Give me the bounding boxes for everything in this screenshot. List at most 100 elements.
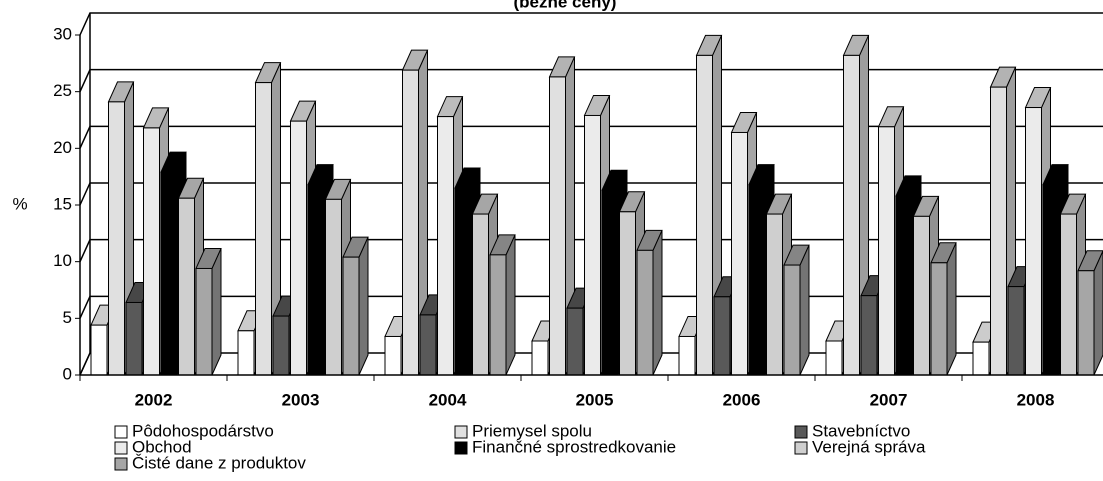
legend-swatch: [794, 441, 808, 455]
legend-swatch: [114, 457, 128, 471]
bar-front: [143, 127, 160, 376]
legend-label: Čisté dane z produktov: [132, 453, 306, 472]
bar: [1077, 250, 1103, 376]
bar-front: [566, 307, 584, 376]
bar-front: [766, 213, 783, 376]
bar: [401, 49, 429, 376]
legend-label: Finančné sprostredkovanie: [472, 437, 676, 456]
bar-front: [930, 262, 948, 376]
bar-front: [402, 69, 419, 376]
bar-front: [178, 197, 195, 376]
x-tick-label: 2008: [1017, 390, 1055, 409]
chart-title: (bežné ceny): [514, 0, 617, 11]
x-tick-label: 2002: [135, 390, 173, 409]
bar: [636, 229, 663, 376]
x-tick-label: 2003: [282, 390, 320, 409]
bar-front: [584, 114, 601, 376]
x-tick-label: 2006: [723, 390, 761, 409]
grid-line: [79, 68, 1103, 92]
x-tick-label: 2004: [429, 390, 467, 409]
bar-front: [290, 120, 307, 376]
legend-label: Verejná správa: [812, 437, 926, 456]
grid-line: [79, 125, 1103, 149]
legend-swatch: [114, 441, 128, 455]
bar-front: [860, 295, 878, 376]
y-tick-label: 5: [63, 308, 72, 327]
bar-front: [342, 256, 360, 376]
bar: [765, 193, 793, 376]
bar-front: [1077, 270, 1095, 376]
bar-side: [652, 230, 663, 376]
legend-swatch: [454, 441, 468, 455]
bar-front: [783, 264, 801, 376]
grid-line: [79, 12, 1103, 36]
bar-front: [601, 189, 619, 376]
legend-label: Pôdohospodárstvo: [132, 421, 274, 440]
bar-front: [636, 249, 654, 376]
grid-line: [79, 182, 1103, 206]
bar-side: [946, 242, 957, 376]
bar-front: [549, 76, 566, 376]
y-tick-label: 10: [53, 251, 72, 270]
bar-front: [913, 215, 930, 376]
bar: [195, 247, 222, 376]
bar-front: [825, 340, 843, 376]
bar-front: [325, 198, 342, 376]
bar-front: [454, 187, 472, 376]
bar-front: [696, 54, 713, 376]
bar-front: [125, 301, 143, 376]
bar-front: [843, 54, 860, 376]
x-tick-label: 2005: [576, 390, 614, 409]
legend-label: Stavebníctvo: [812, 421, 910, 440]
bar-front: [531, 340, 549, 376]
bar-side: [505, 234, 516, 376]
bar-front: [895, 195, 913, 376]
y-tick-label: 25: [53, 81, 72, 100]
legend-swatch: [454, 425, 468, 439]
bar-front: [255, 82, 272, 376]
bar-front: [619, 211, 636, 376]
bar-front: [90, 324, 108, 376]
legend-label: Obchod: [132, 437, 192, 456]
legend-label: Priemysel spolu: [472, 421, 592, 440]
bar: [342, 236, 369, 376]
bar-front: [1007, 286, 1025, 376]
bar-front: [195, 267, 213, 376]
bar-front: [731, 131, 748, 376]
bar: [489, 234, 516, 376]
y-tick-label: 0: [63, 364, 72, 383]
y-tick-label: 15: [53, 194, 72, 213]
bar: [254, 62, 282, 376]
bar: [930, 242, 957, 376]
bar-side: [211, 248, 222, 376]
bar-front: [713, 296, 731, 376]
bar-front: [1042, 184, 1060, 376]
bar-front: [1060, 213, 1077, 376]
bar-front: [272, 315, 290, 376]
bar-side: [1093, 250, 1103, 376]
bar: [783, 244, 810, 376]
bar-side: [358, 236, 369, 376]
x-tick-label: 2007: [870, 390, 908, 409]
bar-front: [990, 86, 1007, 376]
bar-front: [878, 126, 895, 376]
bar-front: [472, 213, 489, 376]
legend-swatch: [114, 425, 128, 439]
bar-front: [1025, 107, 1042, 376]
bar-front: [307, 184, 325, 376]
bar-front: [160, 171, 178, 376]
bar-front: [237, 330, 255, 376]
y-tick-label: 20: [53, 138, 72, 157]
bar-front: [437, 116, 454, 376]
y-tick-label: 30: [53, 24, 72, 43]
bar-front: [678, 335, 696, 376]
y-axis-label: %: [12, 194, 27, 213]
bar-side: [799, 244, 810, 376]
legend-swatch: [794, 425, 808, 439]
bar-front: [419, 314, 437, 376]
bar-front: [489, 254, 507, 376]
bar-front: [108, 101, 125, 376]
bar-front: [972, 341, 990, 376]
bar-front: [748, 184, 766, 376]
